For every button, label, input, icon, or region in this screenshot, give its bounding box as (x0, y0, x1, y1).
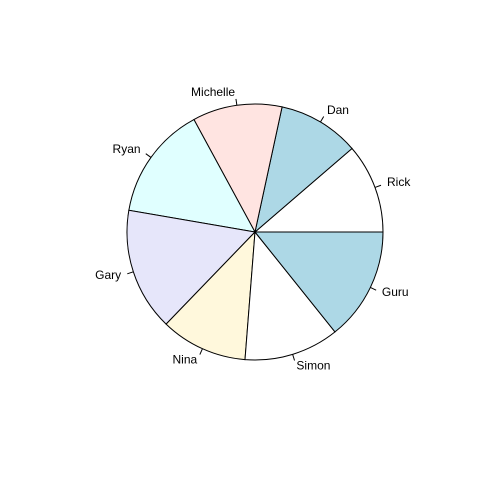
label-guru: Guru (382, 285, 409, 299)
slice-ryan (128, 118, 256, 233)
slice-dan (254, 106, 353, 234)
label-ticks (127, 98, 382, 361)
label-ryan: Ryan (113, 142, 141, 156)
slice-labels: Rick Dan Michelle Ryan Gary Nina Simon Guru (95, 85, 411, 373)
label-dan: Dan (327, 103, 349, 117)
tick-dan (320, 116, 325, 123)
tick-ryan (145, 153, 152, 158)
tick-simon (292, 354, 296, 361)
tick-gary (127, 271, 134, 275)
slice-simon (244, 230, 336, 361)
label-rick: Rick (387, 175, 411, 189)
slice-michelle (193, 103, 283, 234)
slice-guru (253, 231, 384, 333)
label-michelle: Michelle (191, 85, 235, 99)
tick-nina (199, 348, 203, 355)
label-simon: Simon (296, 359, 330, 373)
tick-michelle (235, 98, 238, 106)
tick-guru (370, 286, 377, 291)
pie-slices (126, 103, 384, 361)
label-nina: Nina (173, 353, 198, 367)
tick-rick (374, 184, 382, 188)
label-gary: Gary (95, 268, 121, 282)
